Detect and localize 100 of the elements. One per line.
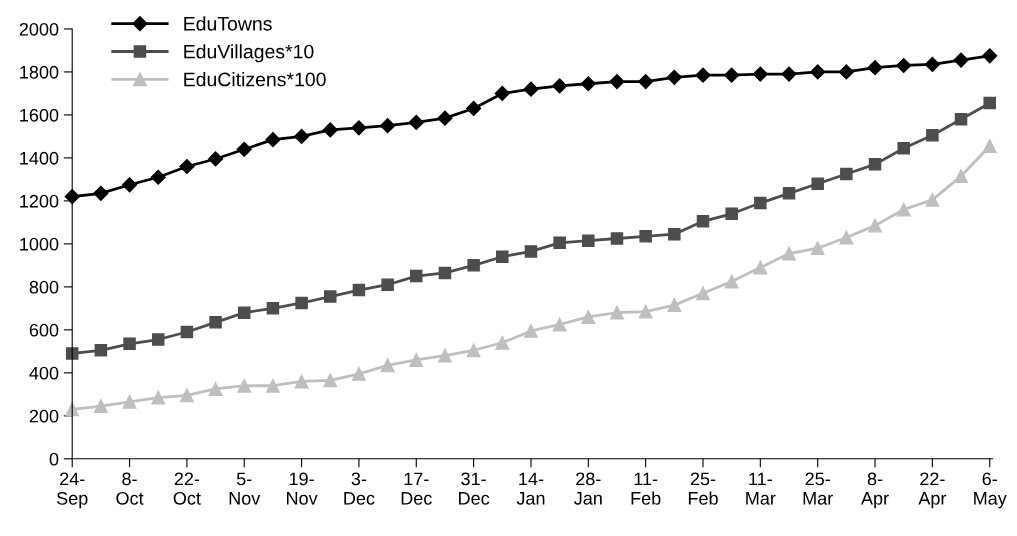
point [926,129,939,142]
y-tick-label: 1800 [20,65,59,79]
point [695,67,711,83]
x-tick-label: 6- May [974,472,1007,509]
point [467,259,480,272]
y-tick-label: 1000 [20,237,59,251]
point [667,298,682,313]
y-tick-label: 600 [29,323,59,337]
point [380,358,395,373]
point [121,177,138,193]
x-tick-label: 5- Nov [229,472,261,505]
x-tick-label: 8- Apr [861,472,889,509]
point [466,100,482,117]
legend-label: EduVillages*10 [184,44,314,63]
point [466,343,481,358]
point [724,67,740,83]
point [150,169,166,185]
point [209,316,222,329]
point [294,128,310,144]
point [982,139,997,154]
point [151,333,165,346]
point [322,122,338,138]
point [294,374,309,389]
point [438,266,452,280]
point [524,245,538,258]
point [610,305,624,320]
point [753,260,768,275]
point [896,57,912,74]
y-tick-label: 1200 [20,194,59,208]
point [552,317,567,332]
point [553,236,566,250]
point [94,344,108,357]
point [122,394,137,409]
point [123,337,136,351]
point [64,189,80,205]
legend-label: EduTowns [184,16,272,31]
point [351,366,366,381]
point [179,158,195,175]
point [351,120,367,136]
point [982,48,998,64]
x-tick-label: 24- Sep [56,472,88,509]
point [523,81,539,97]
point [953,52,969,68]
x-tick-label: 19- Nov [287,472,318,505]
point [266,302,280,315]
point [265,378,280,393]
point [752,66,768,82]
y-tick-label: 1600 [20,108,59,122]
point [782,187,796,200]
point [581,310,596,324]
point [896,202,911,217]
point [524,323,538,338]
point [236,141,252,157]
point [754,196,767,210]
point [811,177,824,190]
point [208,382,223,396]
point [925,192,940,207]
point [868,218,882,233]
point [810,64,826,80]
point [840,167,853,181]
x-tick-label: 3- Dec [344,472,375,505]
point [983,96,996,110]
x-tick-label: 11- Feb [631,472,661,505]
point [494,85,510,101]
point [954,112,968,126]
point [610,232,624,245]
point [639,230,652,243]
y-tick-label: 2000 [19,22,59,36]
point [65,347,79,360]
x-tick-label: 8- Oct [116,472,144,505]
point [580,76,596,92]
point [724,274,739,289]
point [381,278,394,291]
point [410,269,423,283]
x-tick-label: 25- Feb [688,472,718,505]
point [265,132,281,148]
point [93,399,108,414]
legend-label: EduCitizens*100 [184,72,326,87]
point [237,306,251,319]
y-tick-label: 800 [29,280,59,294]
point [180,325,194,339]
point [839,230,854,245]
x-tick-label: 17- Dec [401,472,432,505]
point [696,286,710,301]
x-tick-label: 11- Mar [746,472,776,505]
point [352,283,366,297]
x-tick-label: 25- Mar [803,472,833,505]
x-tick-label: 31- Dec [459,472,490,505]
point [838,64,854,80]
point [437,110,453,126]
point [810,241,825,256]
x-tick-label: 22- Apr [918,472,947,509]
point [93,185,109,201]
point [408,114,424,131]
y-tick-label: 400 [29,366,59,380]
point [666,69,682,85]
x-tick-label: 28- Jan [574,472,602,505]
point [868,158,882,171]
point [609,74,625,90]
y-tick-label: 1400 [20,151,59,165]
